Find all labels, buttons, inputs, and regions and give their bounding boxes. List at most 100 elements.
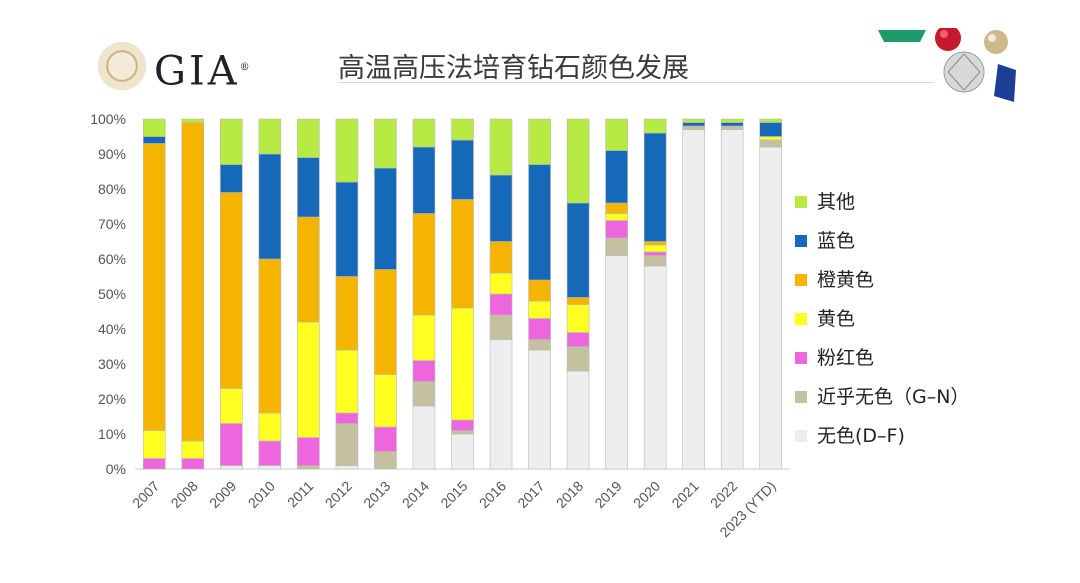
bar-segment — [566, 304, 590, 333]
bar-segment — [258, 153, 282, 260]
bar-segment — [605, 213, 628, 221]
bar-segment — [489, 241, 513, 274]
bar-segment — [374, 374, 397, 428]
bar-segment — [412, 118, 436, 148]
bar-segment — [220, 423, 243, 466]
bar-segment — [374, 269, 397, 375]
x-tick-label: 2019 — [591, 478, 624, 511]
y-tick-label: 30% — [98, 356, 126, 372]
bar-segment — [489, 272, 513, 295]
y-tick-label: 50% — [98, 286, 126, 302]
bar-segment — [335, 181, 359, 277]
bar-segment — [566, 370, 590, 470]
bar-segment — [489, 314, 513, 340]
bar-segment — [412, 381, 436, 407]
bar-segment — [258, 412, 282, 442]
bar-segment — [335, 465, 359, 470]
x-tick-label: 2012 — [322, 478, 355, 511]
bar-segment — [489, 174, 513, 242]
bar-segment — [297, 321, 320, 438]
bar-segment — [142, 458, 166, 470]
bar-segment — [528, 118, 551, 165]
legend-swatch — [795, 313, 807, 325]
bar-segment — [682, 125, 705, 130]
bar-segment — [759, 139, 783, 148]
emerald-icon — [878, 30, 926, 42]
bar-segment — [374, 426, 397, 452]
bar-segment — [297, 437, 320, 466]
bar-segment — [528, 279, 551, 302]
bar-segment — [451, 433, 474, 470]
title-divider — [338, 82, 934, 83]
bar-segment — [297, 157, 320, 218]
x-tick-label: 2015 — [437, 478, 470, 511]
legend-swatch — [795, 391, 807, 403]
bar-segment — [605, 220, 628, 239]
bar-segment — [374, 118, 397, 169]
bar-segment — [643, 118, 667, 134]
bar-segment — [643, 265, 667, 470]
bar-segment — [142, 136, 166, 144]
sapphire-icon — [994, 64, 1016, 102]
y-tick-label: 70% — [98, 216, 126, 232]
bar-segment — [297, 118, 320, 158]
bar-segment — [335, 423, 359, 466]
legend-label: 蓝色 — [817, 230, 856, 252]
bar-segment — [566, 297, 590, 305]
bar-segment — [258, 440, 282, 466]
bar-segment — [220, 465, 243, 470]
bar-segment — [566, 346, 590, 372]
legend-swatch — [795, 196, 807, 208]
legend-label: 粉红色 — [817, 347, 875, 369]
bar-segment — [142, 430, 166, 459]
bar-segment — [720, 118, 744, 123]
bar-segment — [412, 314, 436, 361]
bar-segment — [643, 251, 667, 256]
bar-segment — [258, 118, 282, 155]
bar-segment — [528, 349, 551, 470]
bar-segment — [605, 255, 628, 470]
bar-segment — [258, 465, 282, 470]
y-tick-label: 90% — [98, 146, 126, 162]
bar-segment — [297, 216, 320, 323]
diamond-icon — [943, 51, 985, 93]
y-tick-label: 60% — [98, 251, 126, 267]
bar-segment — [335, 276, 359, 351]
bar-segment — [759, 146, 783, 470]
bar-segment — [297, 465, 320, 470]
bar-segment — [412, 146, 436, 214]
bar-segment — [566, 202, 590, 298]
x-tick-label: 2009 — [206, 478, 239, 511]
bar-segment — [374, 451, 397, 470]
slide-title: 高温高压法培育钻石颜色发展 — [338, 53, 689, 84]
legend-swatch — [795, 235, 807, 247]
bar-segment — [643, 244, 667, 253]
bar-segment — [335, 412, 359, 424]
bar-segment — [643, 132, 667, 242]
logo-text: GIA® — [154, 48, 250, 95]
bar-segment — [142, 118, 166, 137]
y-tick-label: 10% — [98, 426, 126, 442]
bar-segment — [528, 300, 551, 319]
bar-segment — [682, 122, 705, 127]
legend-swatch — [795, 274, 807, 286]
bar-segment — [605, 202, 628, 214]
y-tick-label: 40% — [98, 321, 126, 337]
bar-segment — [566, 118, 590, 204]
bar-segment — [759, 118, 783, 123]
bar-segment — [682, 129, 705, 470]
gemstone-decoration — [868, 25, 1018, 108]
legend-label: 其他 — [817, 191, 856, 213]
x-tick-label: 2013 — [360, 478, 393, 511]
legend-label: 橙黄色 — [817, 269, 875, 291]
x-tick-label: 2011 — [284, 478, 317, 511]
bar-segment — [181, 458, 205, 470]
x-tick-label: 2021 — [668, 478, 701, 511]
bar-segment — [220, 164, 243, 193]
bar-segment — [720, 122, 744, 127]
bar-segment — [720, 125, 744, 130]
bar-segment — [335, 349, 359, 414]
x-tick-label: 2020 — [630, 478, 663, 511]
bar-segment — [451, 430, 474, 435]
x-tick-label: 2018 — [553, 478, 586, 511]
